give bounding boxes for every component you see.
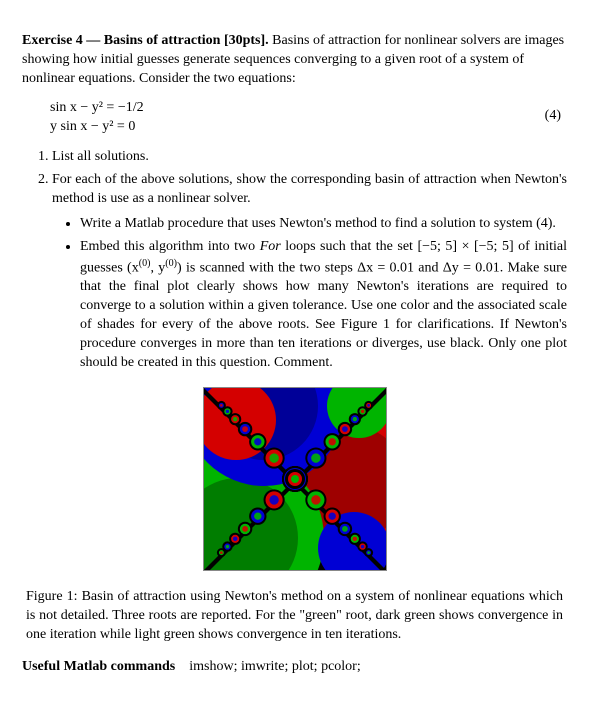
useful-commands-label: Useful Matlab commands [22, 659, 175, 674]
subtask-list: Write a Matlab procedure that uses Newto… [52, 215, 567, 373]
figure-image [203, 387, 387, 571]
task-item-2-text: For each of the above solutions, show th… [52, 172, 567, 206]
useful-commands-list: imshow; imwrite; plot; pcolor; [189, 659, 361, 674]
exercise-heading: Exercise 4 — Basins of attraction [30pts… [22, 32, 567, 89]
exercise-title-strong: Exercise 4 — Basins of attraction [30pts… [22, 33, 269, 48]
figure-wrap [22, 387, 567, 578]
equation-line-2: y sin x − y² = 0 [50, 118, 567, 137]
task-list: List all solutions. For each of the abov… [22, 148, 567, 372]
subtask-2: Embed this algorithm into two For loops … [80, 238, 567, 373]
subtask-1: Write a Matlab procedure that uses Newto… [80, 215, 567, 234]
task-item-1: List all solutions. [52, 148, 567, 167]
useful-commands: Useful Matlab commands imshow; imwrite; … [22, 658, 567, 677]
equation-line-1: sin x − y² = −1/2 [50, 99, 567, 118]
equation-number: (4) [545, 107, 561, 126]
equation-block: sin x − y² = −1/2 y sin x − y² = 0 (4) [50, 99, 567, 137]
task-item-2: For each of the above solutions, show th… [52, 171, 567, 373]
figure-caption: Figure 1: Basin of attraction using Newt… [26, 588, 563, 645]
